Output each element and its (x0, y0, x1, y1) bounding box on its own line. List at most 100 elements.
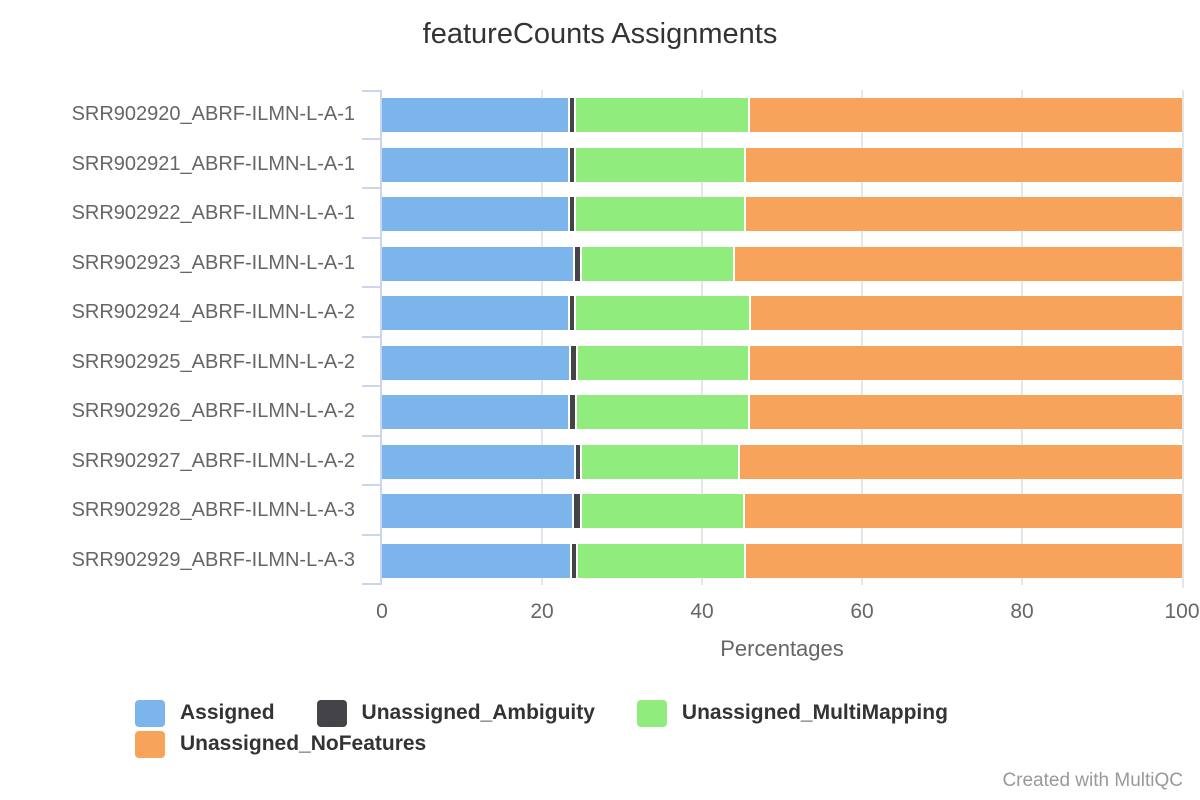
x-tick-label-80: 80 (1010, 600, 1034, 623)
sample-label: SRR902922_ABRF-ILMN-L-A-1 (71, 202, 355, 225)
bar-segment-unassigned_nofeatures[interactable] (737, 444, 1182, 479)
gridline-80 (1021, 90, 1023, 585)
bar-segment-unassigned_multimapping[interactable] (573, 98, 749, 132)
legend-swatch (316, 699, 347, 727)
bar-segment-assigned[interactable] (382, 395, 569, 429)
bar-segment-assigned[interactable] (382, 494, 573, 528)
sample-label: SRR902926_ABRF-ILMN-L-A-2 (71, 400, 355, 423)
y-axis-tick (362, 533, 380, 536)
bar-segment-unassigned_nofeatures[interactable] (744, 197, 1182, 231)
legend-item-unassigned_ambiguity[interactable]: Unassigned_Ambiguity (316, 699, 595, 727)
bar-segment-unassigned_multimapping[interactable] (573, 296, 750, 330)
bar-segment-assigned[interactable] (382, 147, 569, 182)
y-axis-tick (362, 187, 380, 189)
gridline-40 (701, 90, 703, 585)
bar-segment-unassigned_multimapping[interactable] (579, 494, 743, 528)
chart-title: featureCounts Assignments (422, 18, 778, 50)
bar-row (382, 395, 1182, 429)
y-axis-tick (362, 583, 380, 585)
sample-label: SRR902921_ABRF-ILMN-L-A-1 (71, 152, 355, 175)
bar-row (382, 197, 1182, 231)
sample-label: SRR902920_ABRF-ILMN-L-A-1 (71, 103, 355, 126)
y-axis-labels: SRR902920_ABRF-ILMN-L-A-1 SRR902921_ABRF-… (0, 90, 355, 585)
legend-swatch (636, 699, 667, 727)
sample-label: SRR902927_ABRF-ILMN-L-A-2 (71, 449, 355, 472)
bar-segment-unassigned_nofeatures[interactable] (749, 296, 1182, 330)
sample-label: SRR902929_ABRF-ILMN-L-A-3 (71, 548, 355, 571)
y-axis-tick (362, 434, 380, 437)
bar-segment-unassigned_multimapping[interactable] (575, 345, 748, 380)
bar-segment-unassigned_nofeatures[interactable] (743, 543, 1182, 578)
bar-segment-unassigned_multimapping[interactable] (580, 246, 734, 281)
bar-row (382, 296, 1182, 330)
bar-segment-unassigned_multimapping[interactable] (575, 543, 744, 578)
bar-row (382, 494, 1182, 528)
gridline-60 (861, 90, 863, 585)
legend-swatch (135, 699, 165, 727)
bar-segment-assigned[interactable] (382, 296, 569, 330)
bar-segment-unassigned_nofeatures[interactable] (748, 395, 1182, 429)
bar-row (382, 345, 1182, 380)
legend-item-unassigned_nofeatures[interactable]: Unassigned_NoFeatures (135, 730, 426, 758)
legend-item-unassigned_multimapping[interactable]: Unassigned_MultiMapping (636, 699, 948, 727)
bar-segment-unassigned_ambiguity[interactable] (574, 444, 581, 479)
x-tick-label-20: 20 (530, 600, 554, 623)
bar-segment-unassigned_multimapping[interactable] (573, 197, 745, 231)
sample-label: SRR902925_ABRF-ILMN-L-A-2 (71, 350, 355, 373)
legend: Assigned Unassigned_Ambiguity Unassigned_M… (135, 699, 1095, 758)
y-axis-tick (362, 286, 380, 288)
bar-segment-unassigned_ambiguity[interactable] (568, 395, 575, 429)
multiqc-watermark: Created with MultiQC (1002, 770, 1183, 791)
bar-segment-unassigned_multimapping[interactable] (573, 147, 744, 182)
bar-segment-unassigned_nofeatures[interactable] (743, 147, 1182, 182)
bar-segment-assigned[interactable] (382, 543, 570, 578)
y-axis-tick (362, 385, 380, 387)
bar-segment-unassigned_multimapping[interactable] (580, 444, 738, 479)
x-tick-label-40: 40 (690, 600, 714, 623)
bar-segment-unassigned_ambiguity[interactable] (568, 147, 574, 182)
bar-row (382, 543, 1182, 578)
bar-segment-unassigned_nofeatures[interactable] (733, 246, 1182, 281)
bar-segment-assigned[interactable] (382, 345, 570, 380)
y-axis-tick (362, 335, 380, 338)
bar-segment-assigned[interactable] (382, 98, 569, 132)
bar-segment-unassigned_ambiguity[interactable] (568, 197, 574, 231)
bar-segment-unassigned_multimapping[interactable] (574, 395, 749, 429)
bar-segment-unassigned_ambiguity[interactable] (568, 98, 574, 132)
bar-row (382, 246, 1182, 281)
x-tick-label-100: 100 (1164, 600, 1200, 623)
x-tick-label-0: 0 (376, 600, 388, 623)
x-tick-label-60: 60 (850, 600, 874, 623)
sample-label: SRR902923_ABRF-ILMN-L-A-1 (71, 251, 355, 274)
gridline-100 (1182, 90, 1184, 588)
bar-segment-unassigned_ambiguity[interactable] (573, 246, 581, 281)
bar-segment-unassigned_ambiguity[interactable] (572, 494, 580, 528)
y-axis-tick (362, 236, 380, 239)
sample-label: SRR902924_ABRF-ILMN-L-A-2 (71, 301, 355, 324)
bar-segment-assigned[interactable] (382, 197, 569, 231)
bar-row (382, 98, 1182, 132)
y-axis-tick (362, 137, 380, 140)
y-axis-line (380, 90, 382, 585)
bar-segment-assigned[interactable] (382, 246, 574, 281)
bar-segment-unassigned_ambiguity[interactable] (570, 543, 576, 578)
x-axis-title: Percentages (720, 636, 844, 661)
bar-segment-unassigned_nofeatures[interactable] (747, 345, 1182, 380)
bar-segment-assigned[interactable] (382, 444, 574, 479)
bar-row (382, 444, 1182, 479)
legend-label: Unassigned_MultiMapping (681, 701, 948, 724)
bar-segment-unassigned_nofeatures[interactable] (748, 98, 1182, 132)
bar-segment-unassigned_nofeatures[interactable] (742, 494, 1182, 528)
legend-label: Unassigned_Ambiguity (361, 701, 595, 724)
plot-area (362, 90, 1184, 588)
y-axis-tick (362, 484, 380, 486)
y-axis-tick (362, 90, 380, 92)
bar-row (382, 147, 1182, 182)
legend-item-assigned[interactable]: Assigned (135, 699, 275, 727)
bar-segment-unassigned_ambiguity[interactable] (568, 296, 574, 330)
legend-label: Assigned (180, 701, 275, 724)
bar-segment-unassigned_ambiguity[interactable] (569, 345, 576, 380)
sample-label: SRR902928_ABRF-ILMN-L-A-3 (71, 499, 355, 522)
legend-swatch (135, 730, 165, 758)
